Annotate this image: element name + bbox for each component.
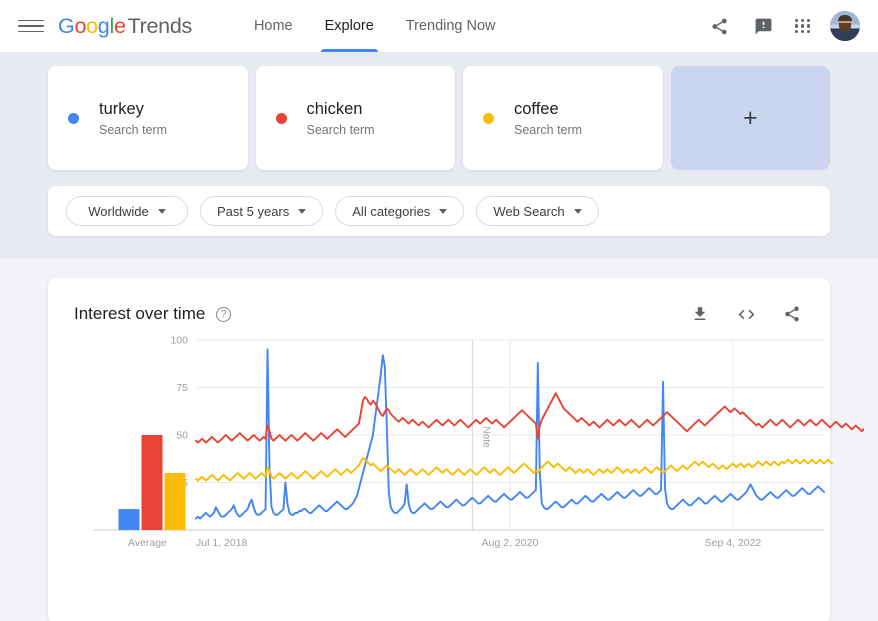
y-axis-tick: 50 (176, 430, 188, 442)
add-search-term-button[interactable]: + (670, 66, 830, 170)
note-annotation: Note (480, 426, 491, 448)
average-bar-coffee (164, 473, 186, 530)
chevron-down-icon (439, 208, 448, 214)
feedback-icon[interactable] (751, 14, 775, 38)
chevron-down-icon (573, 208, 582, 214)
filters-bar: Worldwide Past 5 years All categories We… (48, 186, 830, 236)
filter-search-type[interactable]: Web Search (476, 196, 599, 226)
interest-over-time-card: Interest over time ? 255075100AverageJul… (48, 278, 864, 621)
filter-location-label: Worldwide (88, 203, 149, 219)
search-term-name: turkey (99, 99, 144, 118)
average-bar-chicken (141, 435, 163, 530)
x-axis-tick: Jul 1, 2018 (196, 537, 248, 549)
filter-category[interactable]: All categories (335, 196, 465, 226)
search-term-card-coffee[interactable]: coffee Search term (463, 66, 663, 170)
nav-item-trending-now[interactable]: Trending Now (405, 18, 496, 34)
series-color-dot-turkey (68, 112, 79, 124)
page-title: Interest over time (74, 304, 206, 323)
filter-time-range-label: Past 5 years (217, 203, 290, 219)
hamburger-menu-icon[interactable] (18, 13, 44, 39)
chevron-down-icon (298, 208, 307, 214)
filter-category-label: All categories (352, 203, 431, 219)
y-axis-tick: 75 (176, 382, 188, 394)
search-term-name: chicken (306, 99, 363, 118)
search-term-name: coffee (514, 99, 559, 118)
nav-item-home[interactable]: Home (253, 18, 293, 34)
embed-code-icon[interactable] (734, 302, 758, 326)
chart-section: Interest over time ? 255075100AverageJul… (0, 258, 878, 621)
help-icon[interactable]: ? (216, 306, 232, 322)
logo-trends-word: Trends (127, 13, 193, 38)
filter-time-range[interactable]: Past 5 years (200, 196, 324, 226)
search-term-type: Search term (99, 123, 168, 138)
series-color-dot-coffee (483, 112, 494, 124)
nav-item-explore[interactable]: Explore (309, 0, 390, 52)
series-line-chicken (195, 392, 864, 444)
y-axis-tick: 100 (170, 335, 188, 347)
header-actions (707, 11, 860, 41)
x-axis-tick: Aug 2, 2020 (482, 537, 539, 549)
share-icon[interactable] (780, 302, 804, 326)
chart-header: Interest over time ? (74, 302, 804, 326)
main-nav: Home Explore Trending Now (238, 0, 512, 52)
apps-grid-icon[interactable] (795, 18, 810, 34)
download-icon[interactable] (688, 302, 712, 326)
x-axis-tick: Sep 4, 2022 (705, 537, 762, 549)
search-term-type: Search term (306, 123, 375, 138)
filter-location[interactable]: Worldwide (66, 196, 188, 226)
chart-actions (688, 302, 804, 326)
average-bar-turkey (118, 509, 140, 530)
chevron-down-icon (157, 208, 166, 214)
search-term-card-turkey[interactable]: turkey Search term (48, 66, 248, 170)
average-label: Average (128, 537, 167, 549)
series-line-turkey (195, 348, 825, 520)
search-term-card-chicken[interactable]: chicken Search term (255, 66, 455, 170)
plus-icon: + (742, 103, 758, 132)
search-term-type: Search term (514, 123, 583, 138)
avatar[interactable] (830, 11, 860, 41)
share-icon[interactable] (707, 14, 731, 38)
search-terms-row: turkey Search term chicken Search term c… (0, 66, 878, 170)
search-terms-panel: turkey Search term chicken Search term c… (0, 52, 878, 258)
filter-search-type-label: Web Search (493, 203, 565, 219)
series-color-dot-chicken (275, 112, 287, 124)
series-line-coffee (195, 456, 833, 482)
